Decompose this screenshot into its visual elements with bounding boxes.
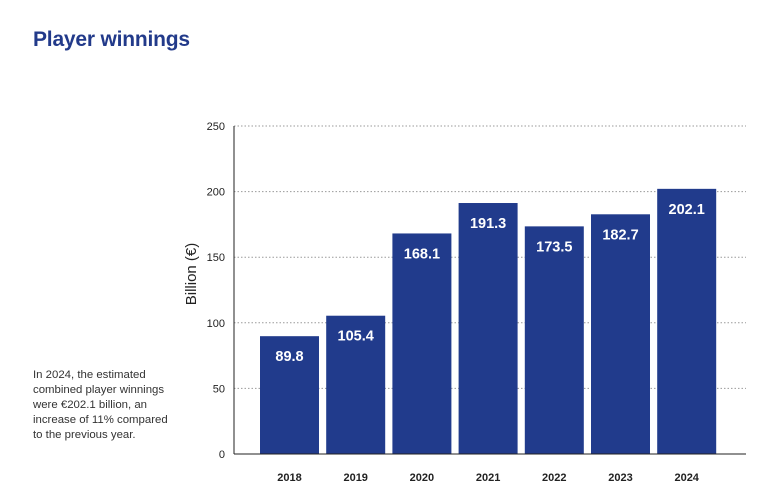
- bar-value-label: 173.5: [536, 239, 572, 255]
- chart-title: Player winnings: [33, 28, 190, 51]
- bar-2022: [524, 226, 584, 454]
- bar-2024: [657, 188, 717, 455]
- x-tick-label: 2019: [343, 472, 367, 484]
- x-tick-label: 2021: [476, 472, 500, 484]
- y-tick-label: 100: [207, 318, 225, 330]
- x-tick-label: 2023: [608, 472, 632, 484]
- bar-value-label: 182.7: [602, 227, 638, 243]
- bars: [260, 188, 717, 455]
- x-tick-label: 2020: [410, 472, 434, 484]
- y-tick-label: 0: [219, 449, 225, 461]
- bar-2021: [458, 203, 518, 454]
- y-tick-labels: 0 50 100 150 200 250: [207, 121, 225, 461]
- bar-value-labels: 89.8 105.4 168.1 191.3 173.5 182.7 202.1: [275, 202, 704, 365]
- bar-2018: [260, 336, 319, 454]
- bar-2020: [392, 233, 452, 454]
- bar-2023: [591, 214, 650, 454]
- bar-2019: [326, 315, 386, 454]
- axes: [233, 126, 746, 455]
- y-tick-label: 200: [207, 187, 225, 199]
- y-axis-label: Billion (€): [183, 243, 200, 306]
- bar-value-label: 202.1: [669, 202, 705, 218]
- y-tick-label: 50: [213, 383, 225, 395]
- y-tick-label: 150: [207, 252, 225, 264]
- bar-value-label: 191.3: [470, 216, 506, 232]
- x-tick-label: 2024: [674, 472, 699, 484]
- summary-note: In 2024, the estimated combined player w…: [33, 369, 168, 441]
- bar-value-label: 89.8: [275, 349, 303, 365]
- bar-value-label: 168.1: [404, 246, 440, 262]
- bar-value-label: 105.4: [338, 329, 374, 345]
- x-tick-labels: 2018 2019 2020 2021 2022 2023 2024: [277, 472, 700, 484]
- y-tick-label: 250: [207, 121, 225, 133]
- x-tick-label: 2018: [277, 472, 301, 484]
- x-tick-label: 2022: [542, 472, 566, 484]
